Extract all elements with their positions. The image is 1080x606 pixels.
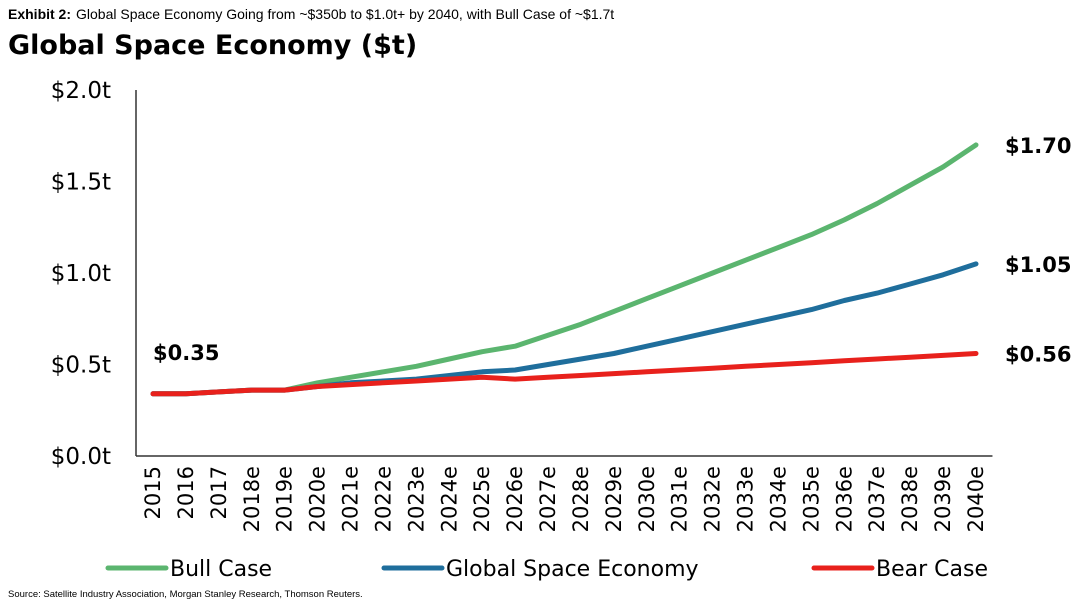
y-tick-label: $1.5t: [51, 170, 111, 196]
series-line-bull-case: [150, 142, 979, 397]
x-tick-label: 2020e: [306, 466, 330, 532]
x-tick-label: 2025e: [470, 466, 494, 532]
data-label: $0.35: [153, 341, 219, 365]
legend: Bull Case Global Space Economy Bear Case: [105, 557, 988, 582]
x-tick-label: 2040e: [964, 466, 988, 532]
x-tick-label: 2017: [207, 466, 231, 519]
exhibit-text: Global Space Economy Going from ~$350b t…: [76, 6, 615, 22]
x-tick-label: 2031e: [668, 466, 692, 532]
data-label: $1.05: [1005, 253, 1071, 277]
y-tick-label: $0.0t: [51, 444, 111, 470]
x-tick-label: 2029e: [602, 466, 626, 532]
y-tick-label: $0.5t: [51, 353, 111, 379]
x-tick-label: 2028e: [569, 466, 593, 532]
y-axis-ticks: $0.0t $0.5t $1.0t $1.5t $2.0t: [51, 78, 111, 470]
x-tick-label: 2037e: [865, 466, 889, 532]
x-tick-label: 2030e: [635, 466, 659, 532]
x-tick-label: 2016: [174, 466, 198, 519]
axes: [135, 90, 993, 457]
x-tick-label: 2032e: [701, 466, 725, 532]
legend-label: Global Space Economy: [446, 557, 699, 582]
x-tick-label: 2039e: [931, 466, 955, 532]
legend-label: Bull Case: [170, 557, 272, 582]
x-tick-label: 2023e: [404, 466, 428, 532]
x-tick-label: 2038e: [898, 466, 922, 532]
data-labels: $0.35 $1.70 $1.05 $0.56: [153, 134, 1071, 367]
x-tick-label: 2018e: [240, 466, 264, 532]
exhibit-caption: Exhibit 2: Global Space Economy Going fro…: [8, 6, 614, 22]
x-tick-label: 2015: [141, 466, 165, 519]
chart-title: Global Space Economy ($t): [8, 30, 418, 61]
x-tick-label: 2036e: [832, 466, 856, 532]
source-note: Source: Satellite Industry Association, …: [8, 589, 363, 600]
x-tick-label: 2026e: [503, 466, 527, 532]
x-tick-label: 2019e: [273, 466, 297, 532]
y-tick-label: $2.0t: [51, 78, 111, 104]
x-tick-label: 2024e: [437, 466, 461, 532]
data-label: $0.56: [1005, 343, 1071, 367]
y-tick-label: $1.0t: [51, 261, 111, 287]
x-axis-ticks: 2015 2016 2017 2018e 2019e 2020e 2021e 2022e 202…: [141, 466, 988, 532]
series-line-bear-case: [150, 351, 979, 397]
exhibit-label: Exhibit 2:: [8, 6, 72, 22]
series-lines: [150, 142, 979, 397]
x-tick-label: 2022e: [371, 466, 395, 532]
x-tick-label: 2033e: [734, 466, 758, 532]
x-tick-label: 2027e: [536, 466, 560, 532]
data-label: $1.70: [1005, 134, 1071, 158]
legend-label: Bear Case: [876, 557, 988, 582]
x-tick-label: 2021e: [339, 466, 363, 532]
x-tick-label: 2035e: [799, 466, 823, 532]
x-tick-label: 2034e: [766, 466, 790, 532]
